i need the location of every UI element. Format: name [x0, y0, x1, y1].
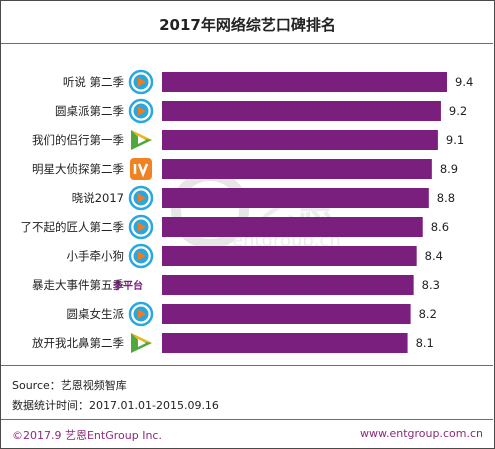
category-label: 圆桌女生派 — [67, 307, 125, 321]
footer-url: www.entgroup.com.cn — [360, 427, 483, 440]
value-label: 9.1 — [446, 133, 464, 147]
tencent-icon — [128, 69, 154, 95]
iqiyi-icon — [131, 130, 152, 150]
bar — [162, 275, 414, 295]
category-label: 听说 第二季 — [63, 75, 125, 89]
value-label: 8.6 — [431, 220, 449, 234]
value-label: 8.9 — [440, 162, 458, 176]
category-label: 圆桌派第二季 — [55, 104, 124, 118]
source-note: Source：艺恩视频智库 — [12, 379, 127, 392]
value-label: 8.3 — [422, 278, 440, 292]
tencent-icon — [128, 301, 154, 327]
category-label: 小手牵小狗 — [67, 249, 125, 263]
value-label: 9.2 — [449, 104, 467, 118]
category-label: 暴走大事件第五季 — [32, 278, 124, 292]
value-label: 8.4 — [425, 249, 443, 263]
bars-group: 听说 第二季 9.4 圆桌派第二季 9.2 我们的侣行第一季 9.1 明星大侦探第二季 8.9… — [21, 69, 473, 353]
bar — [162, 188, 429, 208]
value-label: 8.8 — [437, 191, 455, 205]
bar — [162, 217, 423, 237]
tencent-icon — [128, 98, 154, 124]
category-label: 放开我北鼻第二季 — [32, 336, 124, 350]
bar — [162, 246, 417, 266]
period-note: 数据统计时间：2017.01.01-2015.09.16 — [12, 399, 219, 412]
value-label: 9.4 — [455, 75, 473, 89]
bar — [162, 130, 438, 150]
category-label: 了不起的匠人第二季 — [21, 220, 125, 234]
bar — [162, 72, 447, 92]
category-label: 我们的侣行第一季 — [32, 133, 124, 147]
chart-title: 2017年网络综艺口碑排名 — [159, 16, 336, 34]
bar — [162, 304, 411, 324]
category-label: 晓说2017 — [72, 191, 124, 205]
footer-divider — [1, 419, 493, 420]
title-divider — [1, 43, 493, 44]
platform-label: 多平台 — [113, 279, 143, 292]
value-label: 8.2 — [419, 307, 437, 321]
multi-platform: 多平台 — [113, 279, 143, 292]
iqiyi-icon — [131, 333, 152, 353]
bar — [162, 159, 432, 179]
bar — [162, 101, 441, 121]
tencent-icon — [128, 185, 154, 211]
tencent-icon — [128, 214, 154, 240]
footer-copyright: ©2017.9 艺恩EntGroup Inc. — [12, 429, 162, 442]
notes-divider — [1, 365, 493, 366]
mango-icon — [130, 158, 152, 180]
category-label: 明星大侦探第二季 — [32, 162, 124, 176]
value-label: 8.1 — [416, 336, 434, 350]
bar — [162, 333, 408, 353]
tencent-icon — [128, 243, 154, 269]
